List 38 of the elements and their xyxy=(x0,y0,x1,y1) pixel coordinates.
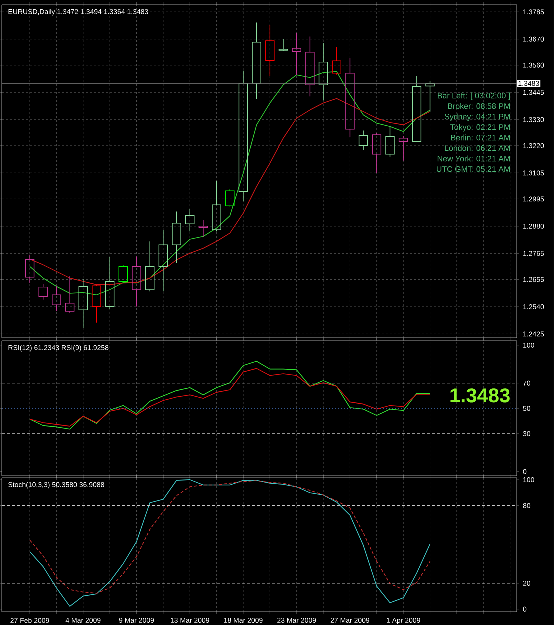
candlestick xyxy=(318,43,328,102)
candlestick xyxy=(398,136,408,162)
text: Bar Left: [ 03:02:00 ] xyxy=(438,92,510,100)
candlestick xyxy=(92,284,102,324)
candlestick xyxy=(412,76,422,142)
candlestick xyxy=(252,22,262,100)
candlestick xyxy=(386,126,395,158)
candlestick xyxy=(278,38,288,51)
text: 1.3483 xyxy=(450,388,510,403)
candlestick xyxy=(145,241,155,292)
candlestick xyxy=(372,133,382,174)
candlestick xyxy=(158,230,168,292)
candlestick xyxy=(65,276,75,314)
candlestick xyxy=(212,180,222,232)
candlestick xyxy=(78,278,88,329)
candlestick xyxy=(346,58,355,138)
candlestick xyxy=(266,24,275,76)
candlestick xyxy=(132,256,142,308)
text: UTC GMT: 05:21 AM xyxy=(437,166,510,172)
candlestick xyxy=(118,265,128,284)
candlestick xyxy=(186,209,195,232)
candlestick xyxy=(25,254,35,284)
candlestick xyxy=(238,70,248,202)
text: Berlin: 07:21 AM xyxy=(451,134,510,141)
text: Sydney: 04:21 PM xyxy=(444,114,510,122)
text: London: 06:21 AM xyxy=(445,145,510,152)
candlestick xyxy=(292,33,302,76)
candlestick xyxy=(52,286,62,312)
line-series xyxy=(30,71,431,296)
candlestick xyxy=(198,220,208,238)
candlestick xyxy=(332,47,342,76)
candlestick xyxy=(172,211,182,264)
text: New York: 01:21 AM xyxy=(438,156,510,162)
text: Tokyo: 02:21 PM xyxy=(450,124,510,132)
candlestick xyxy=(306,36,315,98)
candlestick xyxy=(105,257,115,310)
text: Broker: 08:58 PM xyxy=(448,103,510,110)
candlestick xyxy=(358,130,368,151)
